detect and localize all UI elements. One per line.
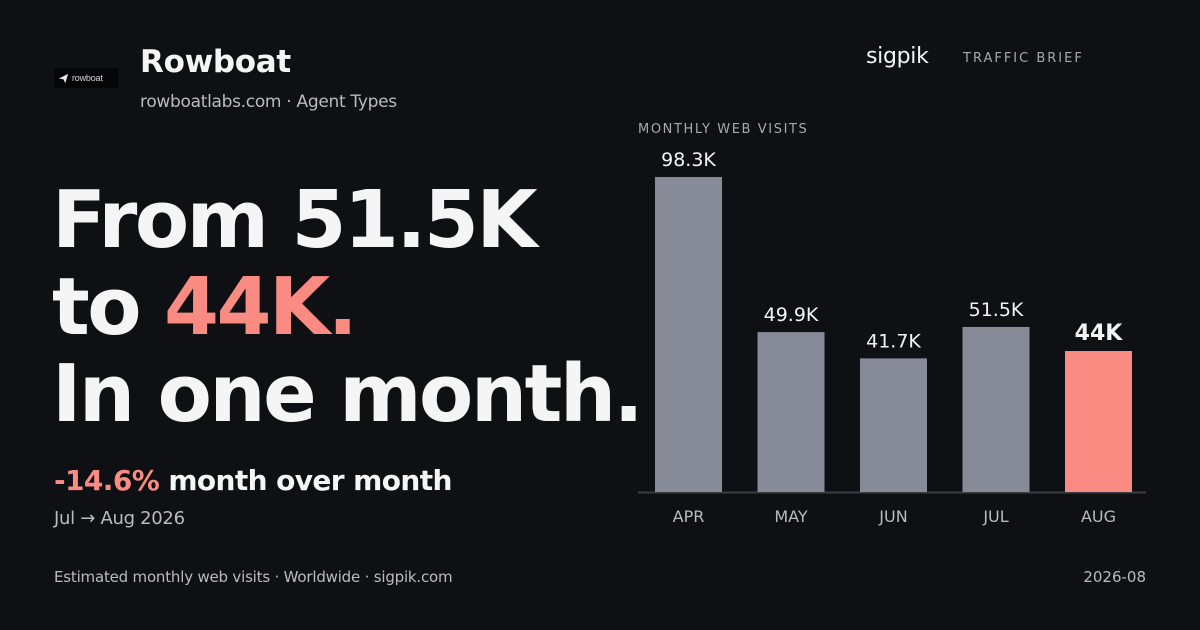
site-name: sigpik bbox=[866, 44, 929, 69]
bar-value-label: 44K bbox=[1075, 321, 1124, 346]
change-period: Jul → Aug 2026 bbox=[54, 508, 185, 529]
x-tick-label: JUL bbox=[982, 507, 1008, 526]
brand-logo: rowboat bbox=[54, 68, 118, 88]
section-label: TRAFFIC BRIEF bbox=[963, 51, 1084, 66]
bar-value-label: 51.5K bbox=[969, 299, 1024, 321]
x-tick-label: JUN bbox=[878, 507, 907, 526]
brand-title: Rowboat bbox=[140, 44, 291, 80]
bar-jun bbox=[860, 358, 927, 492]
change-text: month over month bbox=[159, 464, 452, 497]
chart-title: MONTHLY WEB VISITS bbox=[638, 122, 809, 137]
bar-value-label: 49.9K bbox=[764, 304, 819, 326]
footer-source: Estimated monthly web visits · Worldwide… bbox=[54, 568, 453, 586]
headline-line-1: From 51.5K bbox=[52, 174, 538, 266]
bar-may bbox=[757, 332, 825, 492]
headline-line-2: to 44K. bbox=[52, 264, 641, 351]
headline-line-2-accent: 44K. bbox=[164, 261, 358, 353]
paper-plane-icon bbox=[58, 73, 69, 83]
headline: From 51.5K to 44K. In one month. bbox=[52, 174, 644, 440]
change-summary: -14.6% month over month bbox=[54, 464, 452, 497]
headline-line-3: In one month. bbox=[52, 348, 644, 440]
bar-value-label: 41.7K bbox=[866, 330, 921, 352]
change-value: -14.6% bbox=[54, 464, 160, 497]
bar-jul bbox=[962, 326, 1030, 492]
bar-apr bbox=[655, 177, 722, 492]
logo-text: rowboat bbox=[72, 73, 103, 83]
bar-value-label: 98.3K bbox=[661, 149, 716, 171]
x-tick-label: MAY bbox=[774, 507, 808, 526]
brand-subtitle: rowboatlabs.com · Agent Types bbox=[140, 92, 397, 112]
footer-date: 2026-08 bbox=[1083, 568, 1146, 586]
x-tick-label: APR bbox=[673, 507, 705, 526]
bar-aug bbox=[1065, 351, 1132, 492]
headline-line-2-prefix: to bbox=[52, 261, 165, 353]
x-tick-label: AUG bbox=[1081, 507, 1116, 526]
